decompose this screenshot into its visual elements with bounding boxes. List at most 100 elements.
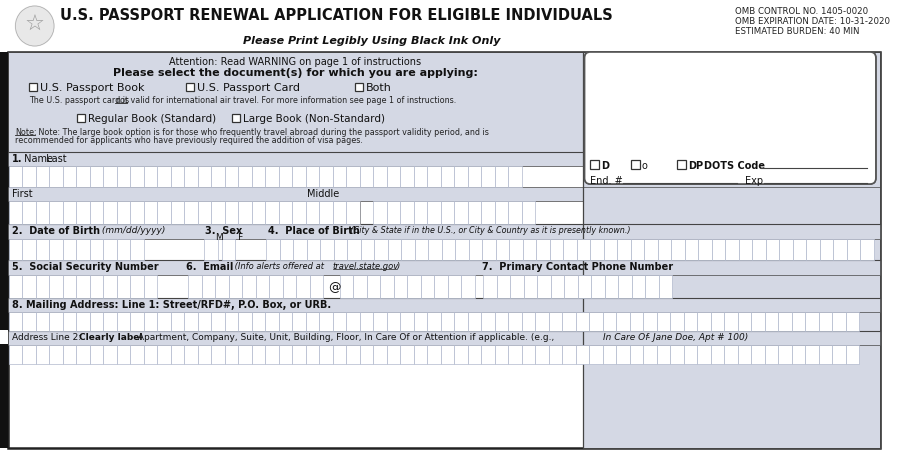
Bar xyxy=(428,239,441,260)
Bar xyxy=(670,312,683,331)
Bar xyxy=(292,345,305,364)
Text: Please select the document(s) for which you are applying:: Please select the document(s) for which … xyxy=(113,68,477,78)
Text: Large Book (Non-Standard): Large Book (Non-Standard) xyxy=(243,114,385,124)
Bar xyxy=(616,312,630,331)
Bar xyxy=(576,239,590,260)
Bar xyxy=(521,312,535,331)
Bar xyxy=(777,345,791,364)
Bar xyxy=(22,275,36,298)
Bar xyxy=(103,239,117,260)
Bar xyxy=(386,166,400,187)
Bar xyxy=(373,345,386,364)
Bar xyxy=(7,331,879,345)
Bar xyxy=(252,166,265,187)
Bar xyxy=(454,166,468,187)
Bar xyxy=(278,312,292,331)
Bar xyxy=(373,201,386,224)
Bar xyxy=(804,312,818,331)
Text: Clearly label: Clearly label xyxy=(79,333,142,342)
Bar xyxy=(495,239,509,260)
Bar xyxy=(215,275,228,298)
Bar xyxy=(346,166,359,187)
Bar xyxy=(293,239,306,260)
Bar xyxy=(631,275,644,298)
Bar xyxy=(90,345,103,364)
Text: In Care Of: In Care Of xyxy=(602,333,648,342)
Bar xyxy=(414,345,426,364)
Bar xyxy=(211,312,224,331)
Bar xyxy=(508,345,521,364)
Bar xyxy=(549,345,562,364)
Bar xyxy=(563,275,577,298)
Bar xyxy=(697,345,710,364)
Bar xyxy=(90,201,103,224)
Bar xyxy=(550,275,563,298)
Bar xyxy=(642,312,656,331)
Bar xyxy=(130,166,143,187)
Text: Please Print Legibly Using Black Ink Only: Please Print Legibly Using Black Ink Onl… xyxy=(243,36,500,46)
Bar xyxy=(305,166,319,187)
Bar xyxy=(393,275,406,298)
Text: First: First xyxy=(12,189,32,199)
Bar xyxy=(278,201,292,224)
Bar xyxy=(353,275,366,298)
Bar xyxy=(536,239,550,260)
Text: Regular Book (Standard): Regular Book (Standard) xyxy=(87,114,216,124)
Bar xyxy=(282,275,296,298)
Bar xyxy=(508,312,521,331)
Bar xyxy=(28,83,37,91)
Bar xyxy=(233,114,240,122)
Bar xyxy=(187,275,201,298)
Bar xyxy=(117,166,130,187)
Text: Last: Last xyxy=(43,154,67,164)
Bar xyxy=(589,312,602,331)
Bar xyxy=(0,52,7,448)
Bar xyxy=(319,166,333,187)
Bar xyxy=(198,166,211,187)
Bar xyxy=(224,201,238,224)
Text: (City & State if in the U.S., or City & Country as it is presently known.): (City & State if in the U.S., or City & … xyxy=(348,226,630,235)
Bar xyxy=(448,275,460,298)
Text: 2.  Date of Birth: 2. Date of Birth xyxy=(12,226,99,236)
Bar xyxy=(238,201,252,224)
Bar xyxy=(366,275,380,298)
Bar xyxy=(845,312,858,331)
Bar xyxy=(76,275,90,298)
Text: Note: The large book option is for those who frequently travel abroad during the: Note: The large book option is for those… xyxy=(36,128,488,137)
Bar xyxy=(832,312,845,331)
Text: (Info alerts offered at: (Info alerts offered at xyxy=(232,262,325,271)
Text: 7.  Primary Contact Phone Number: 7. Primary Contact Phone Number xyxy=(482,262,673,272)
Bar xyxy=(819,239,833,260)
Bar xyxy=(658,275,672,298)
Bar xyxy=(481,166,494,187)
Bar xyxy=(454,201,468,224)
Bar xyxy=(737,345,751,364)
Bar xyxy=(482,239,495,260)
Bar xyxy=(8,166,22,187)
Bar xyxy=(496,275,510,298)
Bar xyxy=(339,275,353,298)
Text: Both: Both xyxy=(365,83,391,93)
Bar xyxy=(387,239,401,260)
Bar xyxy=(374,239,387,260)
Bar xyxy=(103,275,117,298)
Bar xyxy=(508,166,521,187)
Bar xyxy=(523,275,537,298)
Bar xyxy=(414,201,426,224)
Bar xyxy=(806,239,819,260)
Bar xyxy=(440,166,454,187)
Bar xyxy=(618,275,631,298)
Bar xyxy=(184,345,198,364)
Bar xyxy=(76,312,90,331)
Bar xyxy=(36,275,49,298)
Bar xyxy=(778,239,792,260)
Bar xyxy=(130,239,143,260)
Bar xyxy=(724,239,738,260)
Bar xyxy=(737,312,751,331)
Bar xyxy=(22,239,36,260)
Bar xyxy=(198,201,211,224)
Text: Middle: Middle xyxy=(306,189,338,199)
Bar xyxy=(346,239,360,260)
Bar xyxy=(62,201,76,224)
Bar xyxy=(62,275,76,298)
